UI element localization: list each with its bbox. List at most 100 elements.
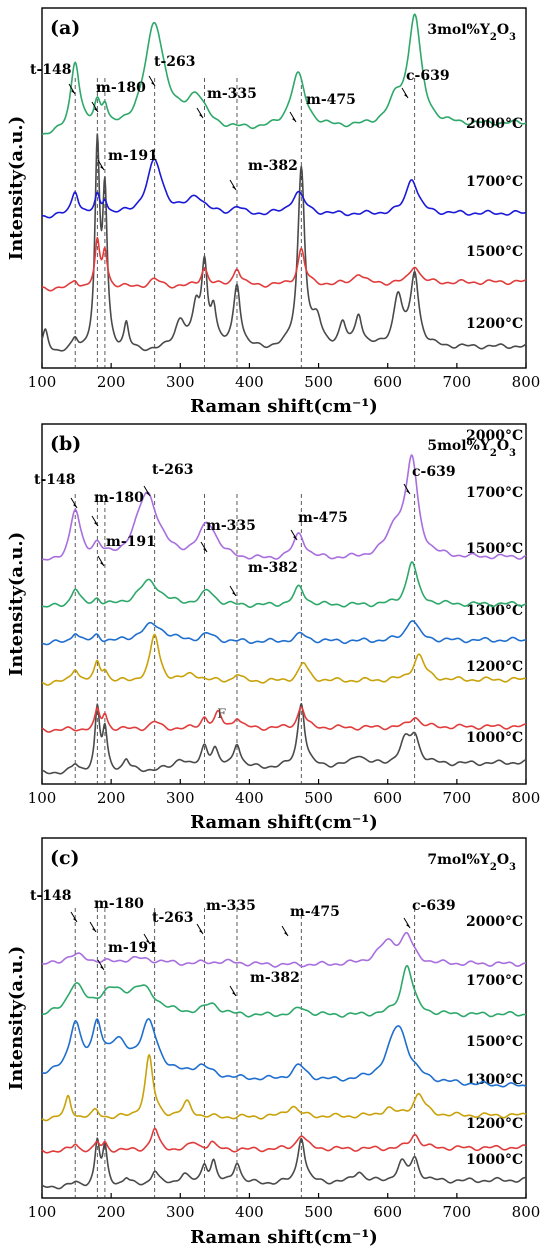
peak-annotation: m-335 <box>206 518 256 534</box>
x-tick-label: 400 <box>235 789 264 807</box>
extra-label: F <box>217 707 226 722</box>
x-tick-label: 700 <box>443 373 472 391</box>
x-tick-label: 700 <box>443 1203 472 1221</box>
arrow-head <box>146 940 150 944</box>
x-tick-label: 800 <box>512 789 541 807</box>
x-tick-label: 400 <box>235 1203 264 1221</box>
x-tick-label: 300 <box>166 373 195 391</box>
arrow-head <box>94 522 98 526</box>
x-tick-label: 700 <box>443 789 472 807</box>
x-axis-title: Raman shift(cm⁻¹) <box>190 396 378 417</box>
arrow-head <box>292 118 296 122</box>
arrow-head <box>293 536 297 540</box>
series-label: 2000°C <box>466 914 523 930</box>
panel-label: (a) <box>50 17 80 39</box>
peak-annotation: m-180 <box>94 896 144 912</box>
peak-annotation: m-180 <box>96 80 146 96</box>
series-line <box>41 702 527 775</box>
x-axis-title: Raman shift(cm⁻¹) <box>190 812 378 833</box>
x-tick-label: 100 <box>28 789 57 807</box>
peak-annotation: t-148 <box>30 62 72 78</box>
arrow-head <box>94 108 98 112</box>
series-line <box>41 1018 527 1088</box>
y-axis-title: Intensity(a.u.) <box>6 946 27 1090</box>
peak-annotation: t-263 <box>152 462 194 478</box>
x-tick-label: 300 <box>166 789 195 807</box>
series-line <box>41 13 527 136</box>
x-tick-label: 200 <box>97 789 126 807</box>
y-axis-title: Intensity(a.u.) <box>6 116 27 260</box>
series-line <box>41 236 527 292</box>
series-line <box>41 633 527 686</box>
arrow-head <box>404 94 408 98</box>
arrow-head <box>100 966 104 970</box>
x-tick-label: 600 <box>373 789 402 807</box>
peak-annotation: m-382 <box>250 970 300 986</box>
panel-label: (c) <box>50 847 80 869</box>
arrow-head <box>284 932 288 936</box>
peak-annotation: m-382 <box>248 158 298 174</box>
arrow-head <box>232 186 236 190</box>
series-label: 1200°C <box>466 1116 523 1132</box>
peak-annotation: t-263 <box>154 54 196 70</box>
x-tick-label: 500 <box>304 789 333 807</box>
peak-annotation: c-639 <box>412 898 456 914</box>
y-axis-title: Intensity(a.u.) <box>6 532 27 676</box>
x-axis-title: Raman shift(cm⁻¹) <box>190 1227 378 1248</box>
series-label: 2000°C <box>466 116 523 132</box>
composition-label: 5mol%Y2O3 <box>427 438 516 459</box>
arrow-head <box>151 82 155 86</box>
series-line <box>41 1127 527 1154</box>
peak-annotation: m-382 <box>248 560 298 576</box>
x-tick-label: 200 <box>97 1203 126 1221</box>
panel-label: (b) <box>50 433 81 455</box>
series-line <box>41 133 527 352</box>
peak-annotation: t-263 <box>152 910 194 926</box>
peak-annotation: m-335 <box>206 898 256 914</box>
arrow-head <box>100 166 104 170</box>
x-tick-label: 100 <box>28 1203 57 1221</box>
arrow-head <box>73 504 77 508</box>
series-label: 1700°C <box>466 174 523 190</box>
arrow-head <box>232 992 236 996</box>
peak-annotation: m-475 <box>290 904 340 920</box>
series-line <box>41 454 527 561</box>
series-line <box>41 964 527 1018</box>
arrow-head <box>199 114 203 118</box>
peak-annotation: c-639 <box>412 464 456 480</box>
x-tick-label: 300 <box>166 1203 195 1221</box>
chart-panel-3: 100 200 300 400 500 600 700 8001000°C1200°C1300… <box>6 837 541 1248</box>
peak-annotation: t-148 <box>30 888 72 904</box>
series-line <box>41 620 527 646</box>
series-label: 1500°C <box>466 244 523 260</box>
series-label: 1700°C <box>466 973 523 989</box>
chart-panel-1: 100 200 300 400 500 600 700 800 1200°C 1500°C 1700… <box>6 7 541 417</box>
series-line <box>41 561 527 608</box>
arrow-head <box>73 918 77 922</box>
peak-annotation: m-191 <box>106 534 156 550</box>
arrow-head <box>232 592 236 596</box>
chart-panel-2: 100 200 300 400 500 600 700 800 1000°C 1200°C 1300… <box>6 423 541 833</box>
peak-annotation: m-475 <box>306 92 356 108</box>
x-tick-label: 600 <box>373 1203 402 1221</box>
x-tick-label: 800 <box>512 373 541 391</box>
arrow-head <box>406 924 410 928</box>
plot-frame <box>41 837 527 1199</box>
series-line <box>41 706 527 733</box>
arrow-head <box>92 928 96 932</box>
series-label: 1300°C <box>466 603 523 619</box>
series-label: 1500°C <box>466 1034 523 1050</box>
x-tick-label: 200 <box>97 373 126 391</box>
plot-frame <box>41 7 527 369</box>
series-label: 1000°C <box>466 1152 523 1168</box>
peak-annotation: c-639 <box>406 68 450 84</box>
series-line <box>41 931 527 968</box>
arrow-head <box>71 90 75 94</box>
series-label: 1200°C <box>466 316 523 332</box>
arrow-head <box>146 492 150 496</box>
series-line <box>41 1054 527 1122</box>
composition-label: 7mol%Y2O3 <box>427 852 516 873</box>
x-tick-label: 800 <box>512 1203 541 1221</box>
arrow-head <box>203 548 207 552</box>
